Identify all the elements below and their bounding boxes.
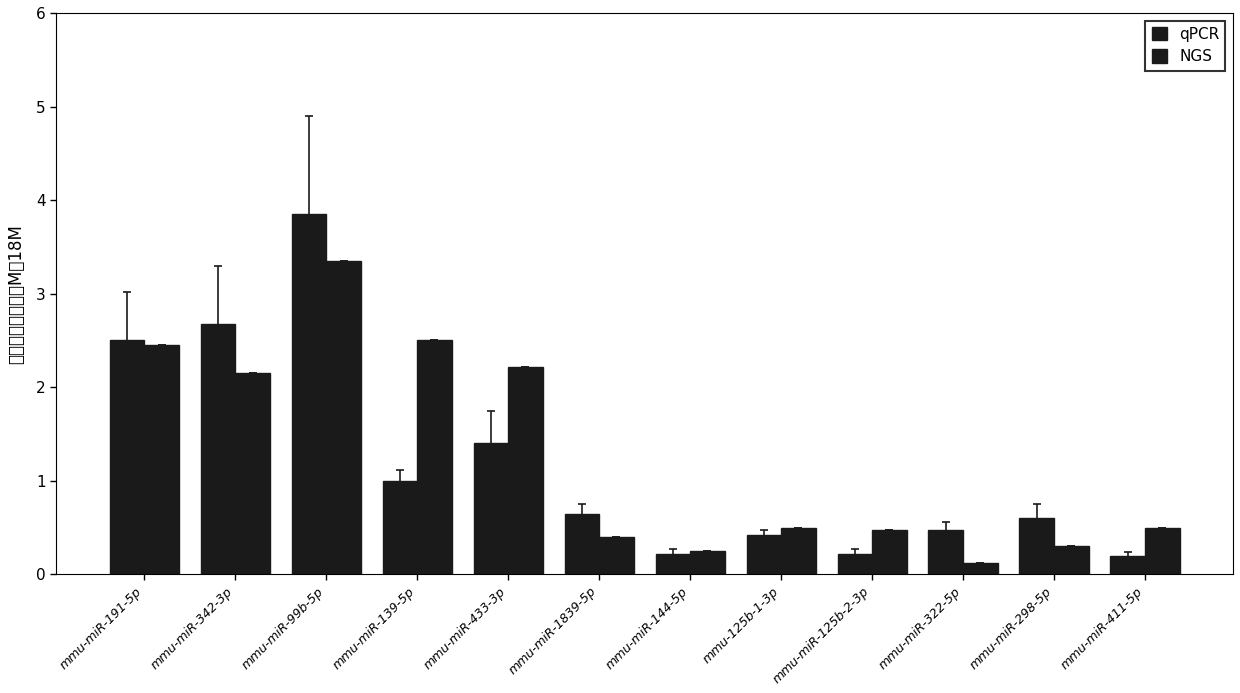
Bar (929, 529, 963, 574)
Bar (474, 444, 508, 574)
Bar (201, 324, 236, 574)
Bar (383, 481, 417, 574)
Bar (746, 535, 781, 574)
Bar (144, 345, 179, 574)
Bar (1145, 527, 1179, 574)
Bar (837, 554, 872, 574)
Bar (291, 214, 326, 574)
Bar (1054, 546, 1089, 574)
Bar (599, 537, 634, 574)
Bar (564, 514, 599, 574)
Bar (781, 527, 816, 574)
Bar (109, 340, 144, 574)
Bar (872, 529, 906, 574)
Bar (1019, 518, 1054, 574)
Bar (656, 554, 691, 574)
Bar (236, 374, 270, 574)
Bar (417, 340, 451, 574)
Bar (1111, 556, 1145, 574)
Bar (691, 551, 724, 574)
Bar (963, 563, 998, 574)
Legend: qPCR, NGS: qPCR, NGS (1146, 21, 1225, 71)
Y-axis label: 表达値倍数变化２M：18M: 表达値倍数变化２M：18M (7, 224, 25, 364)
Bar (326, 261, 361, 574)
Bar (508, 367, 543, 574)
